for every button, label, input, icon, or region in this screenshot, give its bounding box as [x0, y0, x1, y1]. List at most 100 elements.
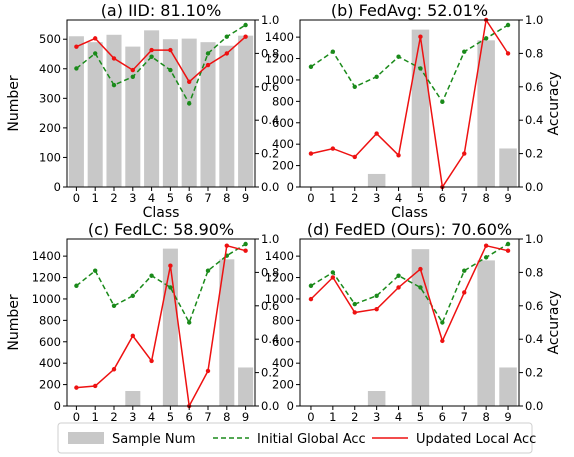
green-point — [308, 283, 314, 288]
x-tick-label: 6 — [186, 410, 193, 424]
x-tick-label: 1 — [329, 191, 336, 205]
y-left-tick-label: 1000 — [265, 73, 294, 87]
x-tick-label: 2 — [110, 410, 117, 424]
x-tick-label: 7 — [461, 410, 468, 424]
green-point — [111, 82, 117, 88]
updated-local-acc-line — [310, 244, 509, 344]
red-point — [308, 296, 314, 302]
red-point — [505, 248, 511, 253]
x-tick-label: 4 — [148, 410, 155, 424]
green-point — [187, 101, 192, 106]
green-point — [440, 320, 445, 325]
x-tick-label: 5 — [167, 191, 174, 205]
green-point — [418, 285, 423, 290]
green-point — [396, 54, 401, 59]
red-point — [483, 243, 489, 248]
green-point — [205, 268, 211, 273]
y-left-tick-label: 200 — [272, 159, 294, 173]
y-left-tick-label: 200 — [272, 378, 294, 392]
red-point — [396, 285, 401, 290]
green-point — [440, 99, 445, 105]
red-point — [205, 62, 211, 68]
x-tick-label: 9 — [242, 191, 249, 205]
red-point — [440, 338, 445, 344]
x-tick-label: 9 — [242, 410, 249, 424]
green-point — [149, 273, 154, 278]
y-left-tick-label: 400 — [272, 356, 294, 370]
bar-class-5 — [411, 29, 430, 188]
y-right-tick-label: 1.0 — [261, 232, 279, 246]
x-tick-label: 2 — [351, 410, 358, 424]
green-point — [243, 22, 248, 28]
red-point — [224, 51, 229, 56]
chart-title: (d) FedED (Ours): 70.60% — [307, 220, 512, 239]
red-point — [205, 368, 211, 374]
y-left-tick-label: 200 — [39, 121, 61, 135]
red-point — [93, 36, 98, 41]
x-tick-label: 8 — [482, 410, 489, 424]
y-left-tick-label: 1400 — [265, 249, 294, 263]
green-point — [130, 293, 135, 298]
red-point — [396, 153, 401, 158]
green-point — [224, 34, 229, 39]
green-point — [462, 49, 467, 54]
y-right-tick-label: 0.0 — [525, 180, 543, 194]
y-right-tick-label: 0.4 — [525, 332, 543, 346]
x-tick-label: 9 — [504, 410, 511, 424]
y-left-tick-label: 0 — [287, 180, 294, 194]
green-point — [168, 285, 173, 290]
bar-class-3 — [125, 391, 141, 406]
x-tick-label: 0 — [73, 410, 80, 424]
chart-title: (c) FedLC: 58.90% — [88, 220, 234, 239]
x-tick-label: 4 — [395, 191, 402, 205]
y-right-tick-label: 0.2 — [525, 147, 543, 161]
y-left-tick-label: 400 — [39, 62, 61, 76]
green-point — [418, 66, 423, 71]
x-tick-label: 4 — [395, 410, 402, 424]
legend-label: Sample Num — [112, 432, 196, 447]
bar-class-9 — [499, 148, 517, 187]
x-tick-label: 7 — [204, 191, 211, 205]
y-left-tick-label: 1000 — [265, 292, 294, 306]
y-left-tick-label: 400 — [272, 137, 294, 151]
red-point — [462, 151, 467, 156]
y-left-tick-label: 0 — [54, 399, 61, 413]
y-left-tick-label: 200 — [39, 378, 61, 392]
legend-swatch-sample-num — [68, 432, 104, 444]
x-tick-label: 0 — [307, 191, 314, 205]
green-point — [130, 74, 135, 79]
red-point — [418, 266, 423, 272]
x-tick-label: 3 — [129, 191, 136, 205]
bar-class-8 — [477, 260, 495, 406]
x-tick-label: 6 — [439, 410, 446, 424]
bar-class-6 — [181, 38, 197, 187]
updated-local-acc-line — [76, 244, 246, 409]
x-tick-label: 5 — [417, 191, 424, 205]
x-tick-label: 1 — [92, 410, 99, 424]
green-point — [483, 36, 489, 41]
red-point — [149, 358, 154, 364]
green-point — [243, 241, 248, 247]
bar-class-8 — [477, 40, 495, 187]
plot-frame — [299, 19, 520, 188]
x-tick-label: 5 — [167, 410, 174, 424]
red-point — [352, 154, 357, 160]
red-point — [330, 146, 336, 151]
x-tick-label: 0 — [73, 191, 80, 205]
bar-class-8 — [219, 259, 235, 406]
red-point — [187, 79, 192, 84]
x-tick-label: 4 — [148, 191, 155, 205]
y-left-axis-label: Number — [6, 75, 22, 131]
red-point — [130, 333, 135, 339]
green-point — [330, 270, 336, 275]
y-right-tick-label: 0.4 — [525, 113, 543, 127]
updated-local-acc-line — [310, 17, 509, 190]
x-tick-label: 3 — [373, 191, 380, 205]
legend-box — [57, 422, 533, 454]
bar-class-2 — [106, 34, 122, 187]
y-right-tick-label: 0.2 — [261, 366, 279, 380]
green-point — [168, 67, 173, 73]
y-right-tick-label: 0.0 — [261, 399, 279, 413]
plot-frame — [66, 19, 256, 188]
